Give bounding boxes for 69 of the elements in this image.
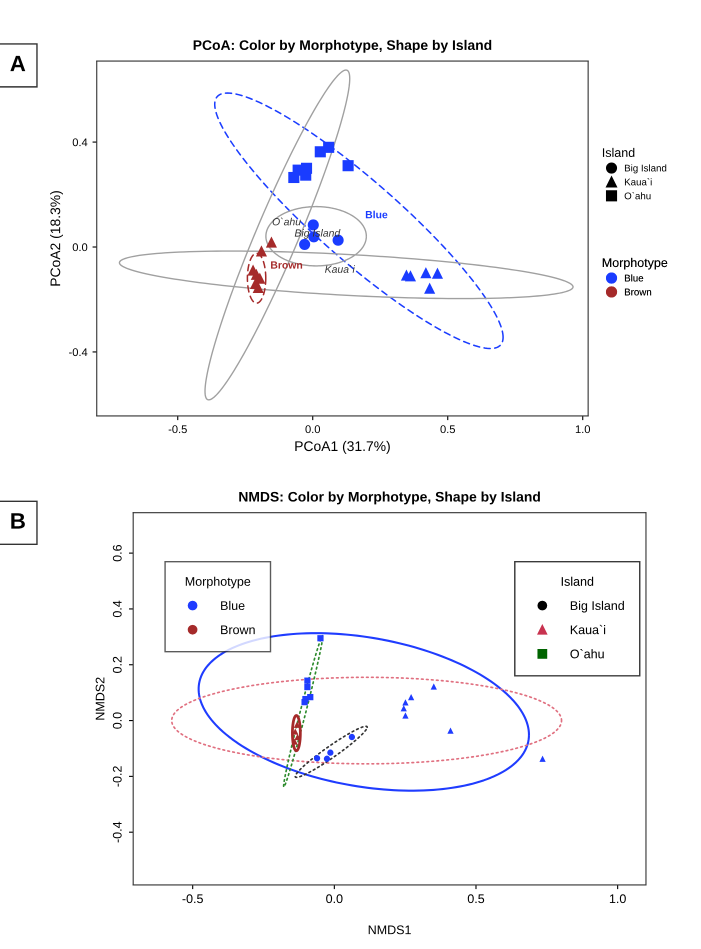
x-tick-label: 1.0 [576,425,590,434]
y-tick-label: -0.2 [112,766,122,787]
text: Big Island [624,164,666,174]
point [266,236,277,248]
x-tick-label: 0.0 [326,894,343,904]
point [447,727,454,734]
annotation: Big Island [294,229,340,239]
point [430,683,437,690]
y-tick-label: 0.0 [112,712,122,729]
point [420,267,432,278]
point [299,238,310,250]
annotation: Big Island [570,600,624,613]
annotation: O`ahu [272,218,301,226]
x-axis-title: PCoA1 (31.7%) [295,440,390,454]
text: Kaua`i [624,178,652,186]
text: Blue [624,274,644,282]
point [304,684,311,690]
annotation: Brown [221,625,255,634]
x-tick-label: 0.5 [440,425,455,434]
point [404,270,416,282]
point [327,750,334,756]
text: Island [562,576,594,586]
y-tick-label: -0.4 [112,822,122,842]
x-tick-label: 1.0 [610,894,626,904]
y-tick-label: -0.4 [69,348,88,356]
point [348,734,356,740]
annotation: O`ahu [570,649,604,658]
text: Island [602,148,634,158]
text: B [11,513,25,529]
x-tick-label: -0.5 [182,894,203,904]
chart-title: PCoA: Color by Morphotype, Shape by Island [194,40,492,53]
text: A [10,56,26,72]
x-tick-label: 0.0 [305,425,320,434]
y-axis-title: PCoA2 (18.3%) [50,191,64,286]
point [302,696,309,702]
text: Morphotype [186,576,250,588]
point [424,282,436,294]
y-tick-label: 0.2 [112,656,122,673]
point [432,268,444,279]
point [408,694,414,700]
point [402,712,409,719]
y-tick-label: 0.0 [72,243,88,252]
point [402,699,409,706]
annotation: Kaua`i [325,265,356,273]
annotation: Brown [271,261,302,269]
point [317,635,324,642]
y-tick-label: 0.4 [112,600,122,618]
y-tick-label: 0.6 [112,544,122,562]
point [323,142,334,153]
text: Brown [624,288,652,296]
point [314,755,320,762]
point [342,160,354,172]
point [324,756,330,762]
text: Morphotype [602,258,668,270]
x-tick-label: 0.5 [468,894,484,904]
y-axis-title: NMDS2 [96,678,104,720]
point [304,678,311,684]
point [400,705,407,712]
annotation: Blue [366,210,388,218]
annotation: Kaua`i [570,624,606,634]
annotation: Blue [221,600,245,610]
x-tick-label: -0.5 [168,425,187,434]
point [539,756,546,762]
chart-title: NMDS: Color by Morphotype, Shape by Island [239,491,540,504]
point [256,245,267,256]
y-tick-label: 0.4 [72,138,88,146]
point [292,738,298,745]
text: O`ahu [624,192,651,200]
x-axis-title: NMDS1 [368,925,411,934]
